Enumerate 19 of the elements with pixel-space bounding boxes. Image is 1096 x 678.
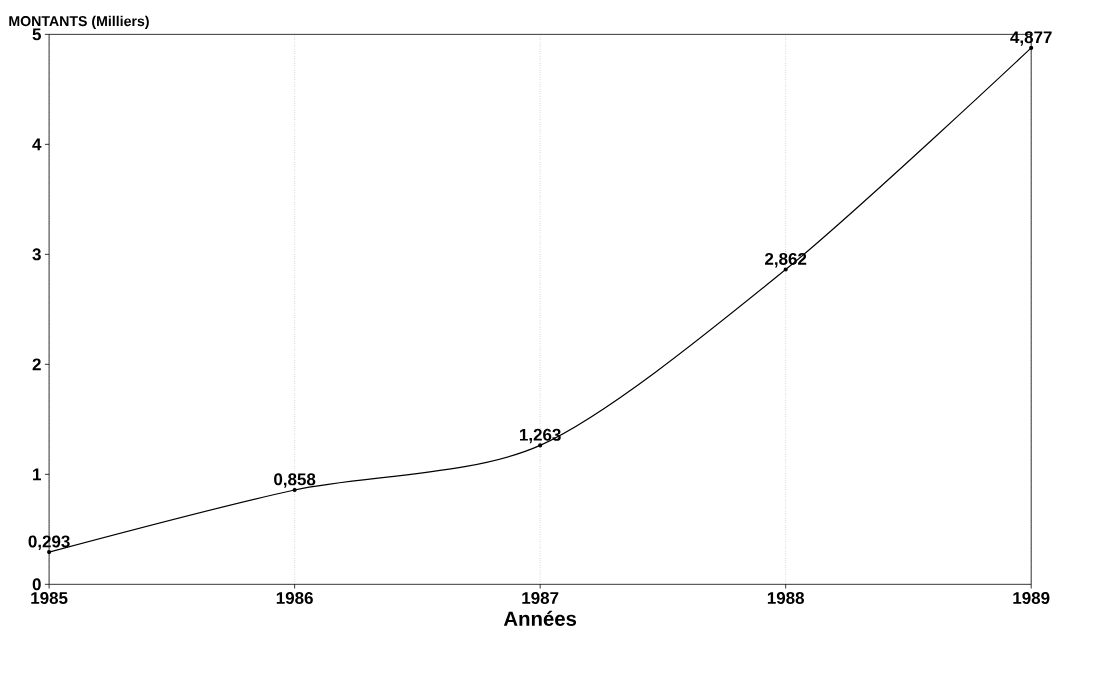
data-label: 1,263 xyxy=(519,428,561,444)
y-tick-label: 3 xyxy=(32,248,41,261)
x-tick-label: 1989 xyxy=(1013,592,1050,605)
point xyxy=(292,488,297,493)
x-tick-label: 1987 xyxy=(522,592,559,605)
data-label: 4,877 xyxy=(1010,31,1052,46)
y-tick-label: 0 xyxy=(32,578,41,591)
x-tick-label: 1986 xyxy=(276,592,313,605)
data-label: 0,293 xyxy=(28,535,70,551)
y-tick-label: 4 xyxy=(32,138,42,151)
y-tick-label: 5 xyxy=(32,28,41,41)
x-tick-label: 1985 xyxy=(31,592,68,605)
x-axis-title: Années xyxy=(503,610,577,627)
point xyxy=(47,550,52,555)
x-tick-label: 1988 xyxy=(767,592,805,605)
data-label: 0,858 xyxy=(274,473,316,488)
point xyxy=(1029,46,1034,51)
y-tick-label: 2 xyxy=(32,358,41,371)
y-tick-label: 1 xyxy=(33,468,41,481)
